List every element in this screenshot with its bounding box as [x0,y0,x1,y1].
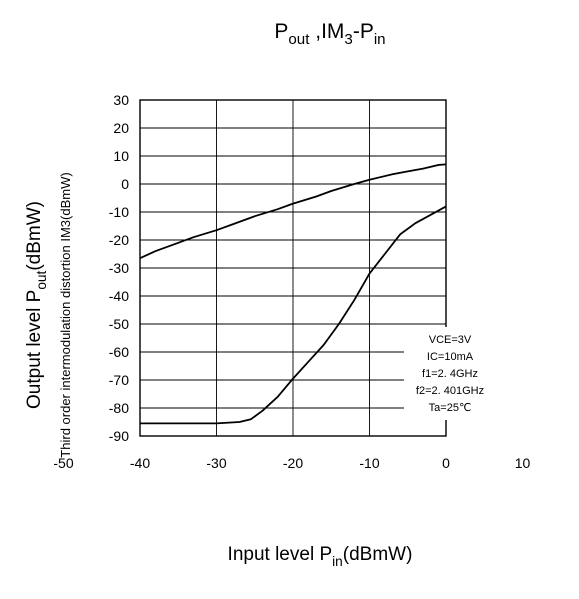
xlabel-sub: in [332,554,343,569]
title-sub-out: out [288,31,310,48]
xlabel-post: (dBmW) [343,544,413,565]
y-tick-label: -30 [109,260,129,276]
annotation-line-4: f2=2. 401GHz [416,385,484,397]
y-axis-label-secondary: Third order intermodulation distortion I… [58,172,73,457]
annotation-line-3: f1=2. 4GHz [422,368,478,380]
condition-annotation: VCE=3V IC=10mA f1=2. 4GHz f2=2. 401GHz T… [404,327,496,420]
x-tick-label: 0 [442,455,450,471]
x-tick-label: -50 [53,455,73,471]
y-tick-label: 30 [113,92,129,108]
ylabel-primary-post: (dBmW) [24,201,45,271]
x-tick-label: -20 [283,455,303,471]
y-tick-label: 10 [113,148,129,164]
y-tick-label: -70 [109,372,129,388]
series-group [139,163,447,425]
annotation-line-1: VCE=3V [429,334,472,346]
y-tick-label: 0 [121,176,129,192]
y-tick-label: -20 [109,232,129,248]
x-tick-labels: -50-40-30-20-1001020 [53,455,531,471]
title-sub-in: in [374,31,386,48]
y-tick-label: -40 [109,288,129,304]
y-tick-label: -80 [109,400,129,416]
y-tick-label: 20 [113,120,129,136]
grid [140,100,446,436]
plot-frame [139,99,447,437]
series-line-pout [139,163,447,260]
title-part-p2: -P [353,20,374,43]
title-part-im: ,IM [309,20,344,43]
annotation-line-5: Ta=25℃ [429,402,472,414]
y-tick-labels: 30 20 10 0 -10 -20 -30 -40 -50 -60 -70 -80 -90 [109,92,129,444]
x-tick-label: -30 [206,455,226,471]
y-tick-label: -50 [109,316,129,332]
x-axis-label: Input level Pin(dBmW) [228,544,413,569]
xlabel-pre: Input level P [228,544,333,565]
chart-title: Pout ,IM3-Pin [274,20,385,48]
ylabel-primary-sub: out [34,270,49,289]
x-tick-label: 10 [515,455,531,471]
title-part-p: P [274,20,288,43]
annotation-line-2: IC=10mA [427,351,474,363]
y-tick-label: -60 [109,344,129,360]
annotation-box [404,327,496,420]
x-tick-label: -10 [359,455,379,471]
ylabel-primary-pre: Output level P [24,290,45,409]
y-tick-label: -90 [109,428,129,444]
y-tick-label: -10 [109,204,129,220]
y-axis-label-primary: Output level Pout(dBmW) [24,201,49,409]
x-tick-label: -40 [130,455,150,471]
series-line-im3 [140,205,447,425]
title-sub-3: 3 [344,31,352,48]
